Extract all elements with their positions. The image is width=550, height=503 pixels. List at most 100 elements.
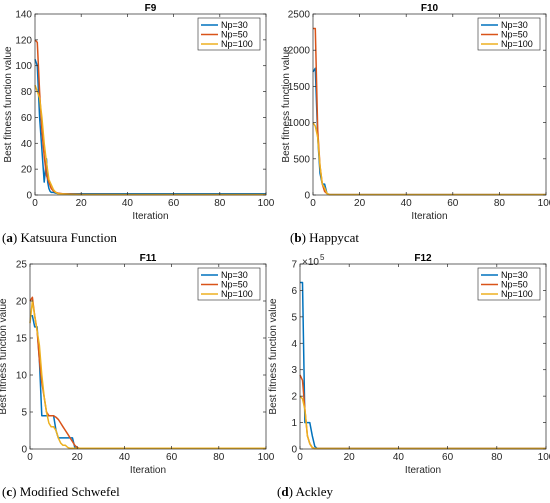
series-line-np-30 [312,67,546,196]
x-tick-label: 40 [393,452,405,463]
subfigure-caption: (b) Happycat [290,230,359,245]
series-line-np-100 [312,122,546,196]
y-tick-label: 20 [16,297,28,308]
y-tick-label: 4 [291,339,297,350]
legend-entry: Np=100 [501,39,533,49]
legend-entry: Np=50 [501,280,528,290]
x-tick-label: 20 [76,198,88,209]
x-tick-label: 40 [401,198,413,209]
subfigure-caption: (d) Ackley [277,484,333,499]
y-tick-label: 120 [15,35,32,46]
y-axis-label: Best fitness function value [3,46,14,163]
x-tick-label: 0 [32,198,38,209]
y-axis-label: Best fitness function value [268,298,279,415]
y-tick-label: 2500 [288,10,311,21]
y-tick-label: 1500 [288,82,311,93]
plot-area-frame [299,263,547,450]
caption-letter: d [281,484,289,499]
x-tick-label: 60 [442,452,454,463]
caption-letter: a [6,230,13,245]
chart-title: F11 [140,253,157,264]
y-tick-label: 5 [21,408,27,419]
caption-text: Ackley [295,484,333,499]
legend-entry: Np=50 [221,280,248,290]
chart-title: F10 [421,3,439,14]
y-tick-label: 40 [21,139,33,150]
legend-entry: Np=100 [501,289,533,299]
caption-letter: b [294,230,301,245]
x-axis-label: Iteration [132,211,168,222]
legend-entry: Np=50 [501,30,528,40]
x-tick-label: 40 [122,198,134,209]
series-line-np-30 [34,59,266,195]
x-tick-label: 20 [354,198,366,209]
series-line-np-50 [299,374,546,450]
series-line-np-50 [29,296,266,450]
y-tick-label: 100 [15,61,32,72]
series-line-np-50 [313,27,546,196]
x-tick-label: 80 [214,198,226,209]
series-line-np-30 [30,315,266,450]
legend-entry: Np=50 [221,30,248,40]
chart-panel-f9: F9 0 20 40 60 80 100 0 20 40 60 80 100 120 140 Iteratio… [2,3,275,245]
y-tick-label: 0 [304,191,310,202]
caption-text: Katsuura Function [20,230,117,245]
y-tick-label: 1 [291,418,297,429]
y-axis-label: Best fitness function value [281,46,292,163]
x-tick-label: 100 [258,452,275,463]
chart-panel-f12: F1202040608010001234567×105IterationBest… [268,253,550,499]
series-line-np-50 [34,39,266,196]
plot-area-frame [29,263,267,450]
chart-panel-f10: F1002040608010005001000150020002500Itera… [281,3,550,245]
y-tick-label: 3 [291,365,297,376]
y-tick-label: 140 [15,10,32,21]
x-tick-label: 0 [27,452,33,463]
legend-entry: Np=30 [501,20,528,30]
caption-text: Happycat [309,230,359,245]
x-axis-label: Iteration [405,465,441,476]
y-multiplier-label: ×10 [302,257,319,268]
x-tick-label: 80 [213,452,225,463]
series-line-np-100 [29,300,266,450]
x-tick-label: 20 [72,452,84,463]
y-tick-label: 0 [26,191,32,202]
y-tick-label: 6 [291,286,297,297]
x-axis-label: Iteration [411,211,447,222]
y-tick-label: 0 [21,445,27,456]
y-tick-label: 25 [16,260,28,271]
x-tick-label: 100 [538,198,550,209]
x-tick-label: 0 [297,452,303,463]
chart-panel-f11: F11 0 20 40 60 80 100 0 5 10 15 20 25 Iteration Best f… [0,253,275,499]
legend-entry: Np=30 [221,270,248,280]
y-tick-label: 1000 [288,118,311,129]
y-multiplier-exponent: 5 [320,253,325,262]
y-tick-label: 10 [16,371,28,382]
y-tick-label: 2000 [288,46,311,57]
x-tick-label: 80 [491,452,503,463]
x-tick-label: 0 [310,198,316,209]
x-tick-label: 100 [258,198,275,209]
legend-entry: Np=100 [221,289,253,299]
x-tick-label: 60 [447,198,459,209]
x-tick-label: 100 [538,452,550,463]
plot-area-frame [34,13,267,196]
chart-title: F9 [145,3,157,14]
x-axis-label: Iteration [130,465,166,476]
subfigure-caption: (c) Modified Schwefel [2,484,120,499]
subfigure-caption: (a) Katsuura Function [2,230,117,245]
plot-area-frame [312,13,547,196]
y-tick-label: 80 [21,87,33,98]
y-tick-label: 5 [291,312,297,323]
y-tick-label: 500 [293,154,310,165]
y-tick-label: 60 [21,113,33,124]
y-tick-label: 2 [291,392,297,403]
x-tick-label: 20 [344,452,356,463]
y-tick-label: 7 [291,260,297,271]
x-tick-label: 40 [119,452,131,463]
series-line-np-30 [300,281,546,450]
legend-entry: Np=100 [221,39,253,49]
